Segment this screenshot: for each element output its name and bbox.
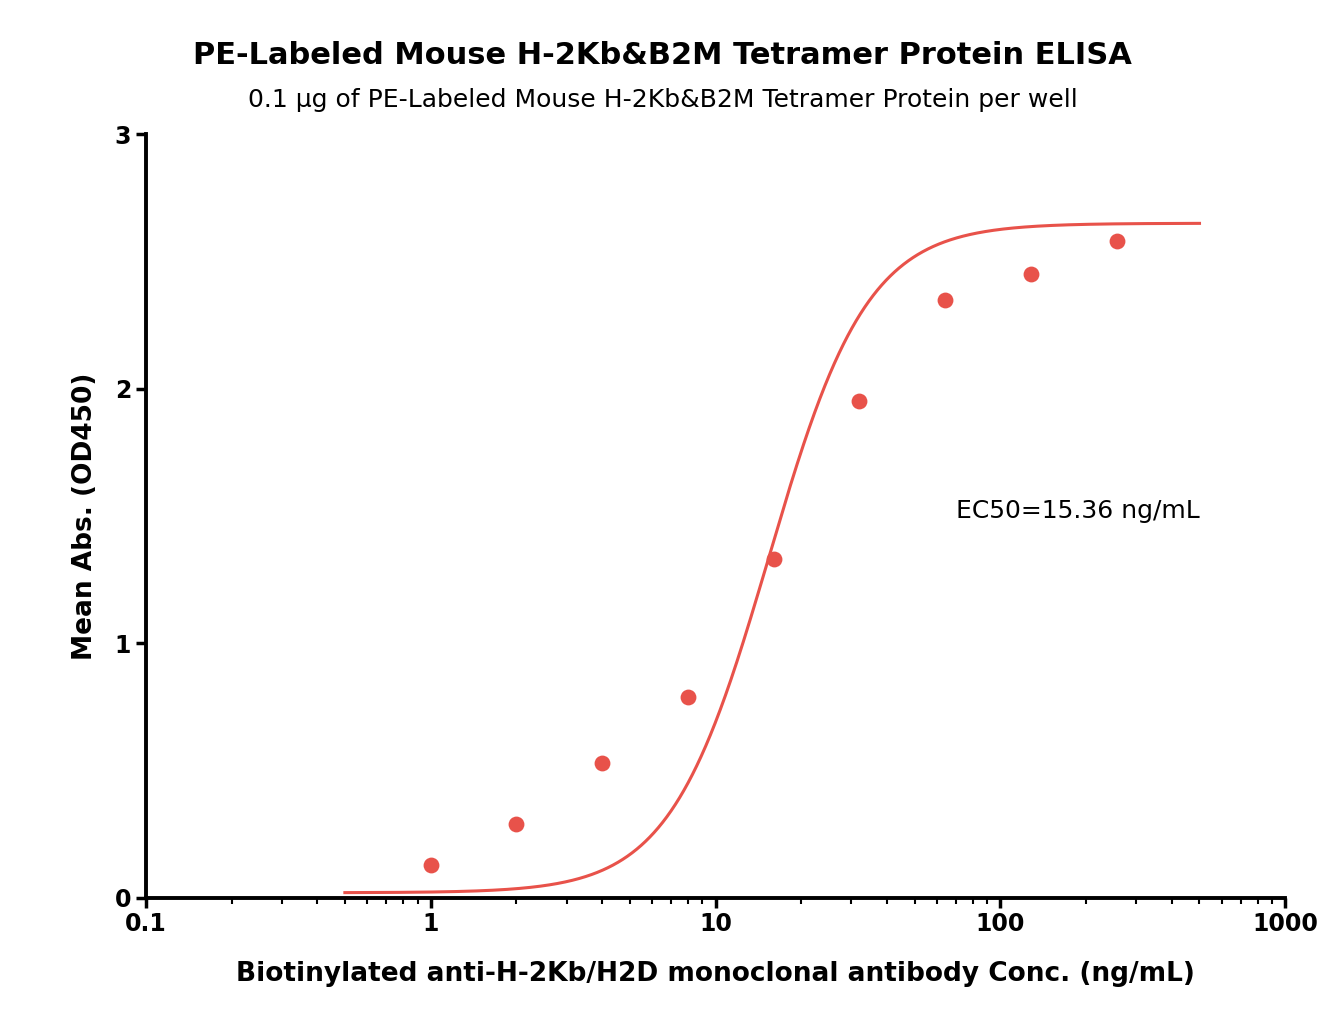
Text: 0.1 μg of PE-Labeled Mouse H-2Kb&B2M Tetramer Protein per well: 0.1 μg of PE-Labeled Mouse H-2Kb&B2M Tet…	[248, 88, 1077, 111]
Point	[1020, 266, 1041, 283]
Point	[420, 857, 441, 873]
Point	[1106, 233, 1128, 250]
Text: PE-Labeled Mouse H-2Kb&B2M Tetramer Protein ELISA: PE-Labeled Mouse H-2Kb&B2M Tetramer Prot…	[193, 41, 1132, 70]
Point	[506, 815, 527, 832]
Point	[591, 754, 612, 771]
Y-axis label: Mean Abs. (OD450): Mean Abs. (OD450)	[72, 373, 98, 659]
Point	[763, 551, 784, 568]
Point	[849, 393, 871, 410]
Point	[934, 291, 955, 308]
Text: EC50=15.36 ng/mL: EC50=15.36 ng/mL	[957, 498, 1200, 523]
Point	[677, 688, 698, 705]
X-axis label: Biotinylated anti-H-2Kb/H2D monoclonal antibody Conc. (ng/mL): Biotinylated anti-H-2Kb/H2D monoclonal a…	[236, 962, 1195, 988]
